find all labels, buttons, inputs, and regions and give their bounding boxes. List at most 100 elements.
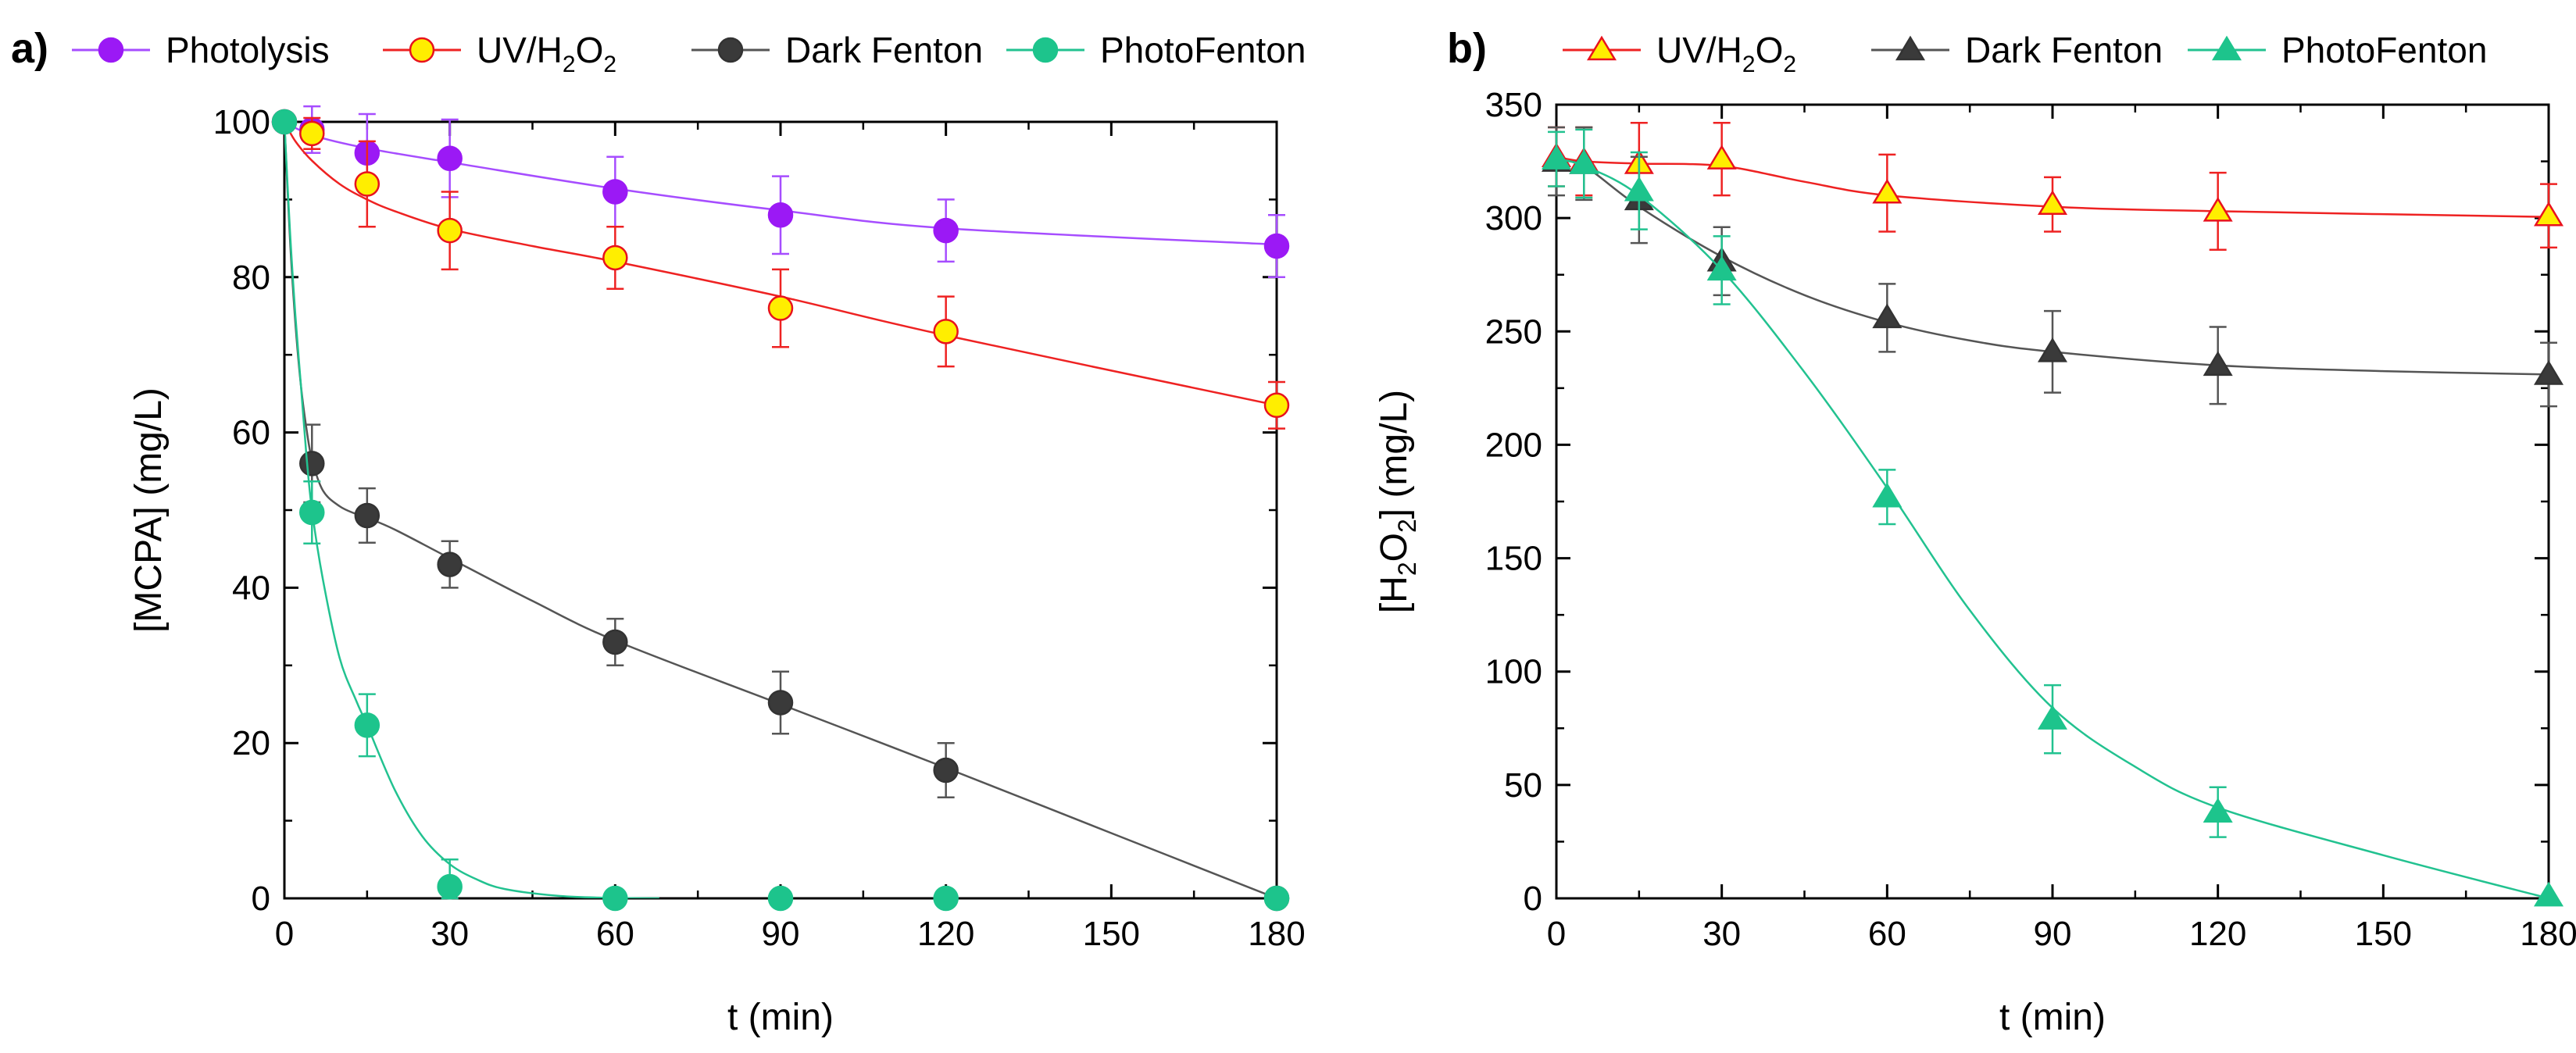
legend-subscript: 2	[1742, 52, 1756, 77]
x-tick-label: 90	[762, 915, 800, 953]
data-point	[1872, 303, 1903, 329]
legend-item-photofenton: PhotoFenton	[2188, 30, 2487, 70]
data-point	[437, 551, 463, 577]
legend-item-dark-fenton: Dark Fenton	[1871, 30, 2163, 70]
data-point	[299, 120, 325, 147]
data-point	[767, 295, 794, 321]
legend-item-uv-h2o2: UV/H2O2	[1563, 30, 1796, 77]
legend-subscript: 2	[1783, 52, 1796, 77]
legend-text-part: O	[576, 30, 604, 70]
data-point	[299, 451, 325, 477]
x-tick-label: 90	[2034, 915, 2072, 953]
y-tick-label: 350	[1485, 86, 1542, 124]
data-point	[1263, 392, 1290, 419]
series-uv-h2o2	[1541, 121, 2564, 252]
x-axis-label: t (min)	[1999, 997, 2106, 1038]
legend-marker	[1586, 35, 1617, 61]
x-tick-label: 150	[1083, 915, 1140, 953]
data-point	[1706, 255, 1737, 281]
legend-label: UV/H2O2	[477, 30, 616, 77]
legend-subscript: 2	[603, 52, 616, 77]
legend-item-dark-fenton: Dark Fenton	[691, 30, 983, 70]
chart-panel-a: a) 0 30 60 90 120 150 180 0 20 40 60 80 100 t (min) [MC…	[11, 25, 1306, 1038]
x-tick-label: 30	[431, 915, 469, 953]
data-point	[354, 712, 381, 738]
series-photofenton	[271, 109, 1290, 912]
legend-text-part: UV/H	[1656, 30, 1742, 70]
data-point	[602, 179, 628, 205]
data-point	[933, 885, 959, 912]
series-dark-fenton	[284, 121, 1290, 912]
data-point	[2203, 197, 2233, 222]
data-point	[1569, 149, 1599, 174]
x-tick-label: 180	[2520, 915, 2576, 953]
series-dark-fenton	[1541, 126, 2564, 408]
data-point	[1263, 233, 1290, 259]
y-label-part: [H	[1374, 576, 1415, 613]
y-axis-label: [H2O2] (mg/L)	[1374, 390, 1421, 613]
data-point	[437, 873, 463, 900]
fit-curve	[284, 121, 1277, 407]
data-point	[354, 502, 381, 529]
legend-text-part: UV/H	[477, 30, 563, 70]
y-tick-label: 100	[1485, 653, 1542, 691]
data-point	[1872, 482, 1903, 508]
data-point	[767, 202, 794, 228]
data-point	[933, 319, 959, 344]
x-tick-label: 60	[596, 915, 634, 953]
data-point	[354, 171, 381, 197]
data-point	[2037, 190, 2068, 215]
data-point	[1263, 885, 1290, 912]
series-photofenton	[1541, 128, 2564, 907]
data-point	[2533, 881, 2564, 907]
y-tick-label: 150	[1485, 540, 1542, 578]
data-point	[2533, 360, 2564, 385]
fit-curve	[1556, 158, 2549, 898]
data-point	[2037, 705, 2068, 730]
legend-label: PhotoFenton	[2281, 30, 2487, 70]
legend-item-photolysis: Photolysis	[72, 30, 330, 70]
panel-label: b)	[1447, 25, 1487, 72]
data-point	[271, 109, 298, 135]
series-photolysis	[271, 105, 1290, 279]
y-tick-label: 0	[252, 880, 270, 918]
legend-marker	[409, 37, 435, 63]
y-tick-label: 60	[232, 414, 270, 452]
data-point	[602, 885, 628, 912]
data-point	[437, 145, 463, 171]
data-point	[767, 690, 794, 716]
legend-label: Dark Fenton	[1965, 30, 2163, 70]
legend-label: Dark Fenton	[785, 30, 983, 70]
data-point	[437, 217, 463, 244]
legend-text-part: O	[1756, 30, 1784, 70]
y-tick-label: 80	[232, 259, 270, 297]
fit-curve	[284, 120, 1277, 246]
legend-label: PhotoFenton	[1100, 30, 1306, 70]
y-tick-label: 50	[1504, 766, 1542, 805]
y-label-part: O	[1374, 533, 1415, 562]
data-point	[767, 885, 794, 912]
data-point	[933, 217, 959, 244]
panel-label: a)	[11, 25, 48, 72]
x-tick-label: 120	[2189, 915, 2246, 953]
legend-label: UV/H2O2	[1656, 30, 1796, 77]
legend-label: Photolysis	[166, 30, 330, 70]
y-label-subscript: 2	[1393, 519, 1421, 533]
y-label-part: ] (mg/L)	[1374, 390, 1415, 519]
x-tick-label: 0	[1547, 915, 1566, 953]
fit-curve	[284, 121, 659, 898]
x-tick-label: 60	[1868, 915, 1906, 953]
data-point	[1872, 178, 1903, 204]
y-tick-label: 100	[213, 103, 270, 141]
legend-subscript: 2	[563, 52, 576, 77]
data-point	[933, 757, 959, 784]
legend-item-photofenton: PhotoFenton	[1006, 30, 1306, 70]
data-point	[2203, 351, 2233, 377]
data-point	[1541, 145, 1572, 170]
y-tick-label: 300	[1485, 199, 1542, 237]
y-tick-label: 40	[232, 569, 270, 607]
data-point	[2203, 798, 2233, 823]
legend-marker	[1032, 37, 1059, 63]
x-tick-label: 180	[1248, 915, 1305, 953]
